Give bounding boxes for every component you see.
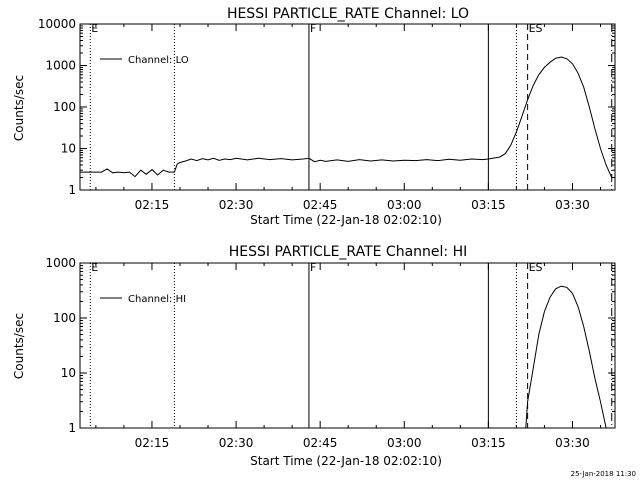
- event-marker-label: F: [310, 261, 316, 274]
- hi-channel-panel: HESSI PARTICLE_RATE Channel: HI 1 10 100 10…: [12, 244, 616, 468]
- hi-x-axis-label: Start Time (22-Jan-18 02:02:10): [250, 454, 442, 468]
- event-marker-label: E: [91, 22, 98, 35]
- event-marker-label: ES: [529, 261, 543, 274]
- lo-legend: Channel: LO: [100, 55, 189, 66]
- x-tick-label: 02:30: [219, 436, 254, 450]
- x-tick-label: 02:45: [303, 198, 338, 212]
- y-tick-label: 10000: [38, 17, 76, 31]
- x-tick-label: 03:00: [387, 436, 422, 450]
- hi-legend: Channel: HI: [100, 294, 186, 305]
- hi-chart-title: HESSI PARTICLE_RATE Channel: HI: [229, 244, 467, 260]
- hi-y-axis: 1 10 100 1000: [45, 256, 615, 435]
- hi-x-axis: 02:15 02:30 02:45 03:00 03:15 03:30: [95, 263, 602, 450]
- lo-plot-frame: [79, 23, 616, 191]
- event-marker-label: E: [91, 261, 98, 274]
- x-tick-label: 03:15: [471, 198, 506, 212]
- y-tick-label: 100: [53, 311, 76, 325]
- lo-legend-label: Channel: LO: [128, 55, 189, 66]
- y-tick-label: 1: [68, 183, 76, 197]
- lo-series-layer: [80, 56, 613, 178]
- y-tick-label: 100: [53, 100, 76, 114]
- lo-x-axis-label: Start Time (22-Jan-18 02:02:10): [250, 213, 442, 227]
- lo-y-axis-label: Counts/sec: [12, 75, 26, 141]
- hi-legend-label: Channel: HI: [128, 294, 186, 305]
- y-tick-label: 1: [68, 421, 76, 435]
- lo-chart-title: HESSI PARTICLE_RATE Channel: LO: [227, 6, 469, 22]
- event-marker-label: F: [310, 22, 316, 35]
- y-tick-label: 10: [61, 142, 76, 156]
- x-tick-label: 03:30: [555, 198, 590, 212]
- event-marker-label: ES: [529, 22, 543, 35]
- y-tick-label: 1000: [45, 59, 76, 73]
- x-tick-label: 03:00: [387, 198, 422, 212]
- lo-series-line: [80, 56, 613, 178]
- x-tick-label: 02:15: [135, 436, 170, 450]
- hi-y-axis-label: Counts/sec: [12, 313, 26, 379]
- lo-channel-panel: HESSI PARTICLE_RATE Channel: LO 1 10 100 10…: [12, 6, 616, 227]
- y-tick-label: 1000: [45, 256, 76, 270]
- x-tick-label: 03:30: [555, 436, 590, 450]
- hi-event-markers: E F ES: [89, 261, 613, 428]
- generation-timestamp: 25-Jan-2018 11:30: [571, 470, 636, 478]
- x-tick-label: 02:15: [135, 198, 170, 212]
- x-tick-label: 02:45: [303, 436, 338, 450]
- hi-plot-frame: [79, 262, 616, 429]
- lo-y-axis: 1 10 100 1000 10000: [38, 17, 615, 197]
- x-tick-label: 02:30: [219, 198, 254, 212]
- y-tick-label: 10: [61, 366, 76, 380]
- lo-event-markers: E F ES: [89, 22, 613, 190]
- hi-series-line: [525, 285, 607, 429]
- hi-series-layer: [525, 285, 607, 429]
- lo-x-axis: 02:15 02:30 02:45 03:00 03:15 03:30: [95, 24, 602, 212]
- x-tick-label: 03:15: [471, 436, 506, 450]
